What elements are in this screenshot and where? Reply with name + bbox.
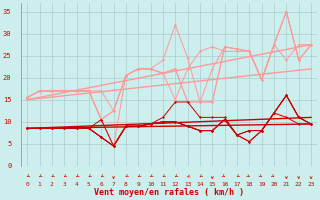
X-axis label: Vent moyen/en rafales ( km/h ): Vent moyen/en rafales ( km/h ) xyxy=(94,188,244,197)
